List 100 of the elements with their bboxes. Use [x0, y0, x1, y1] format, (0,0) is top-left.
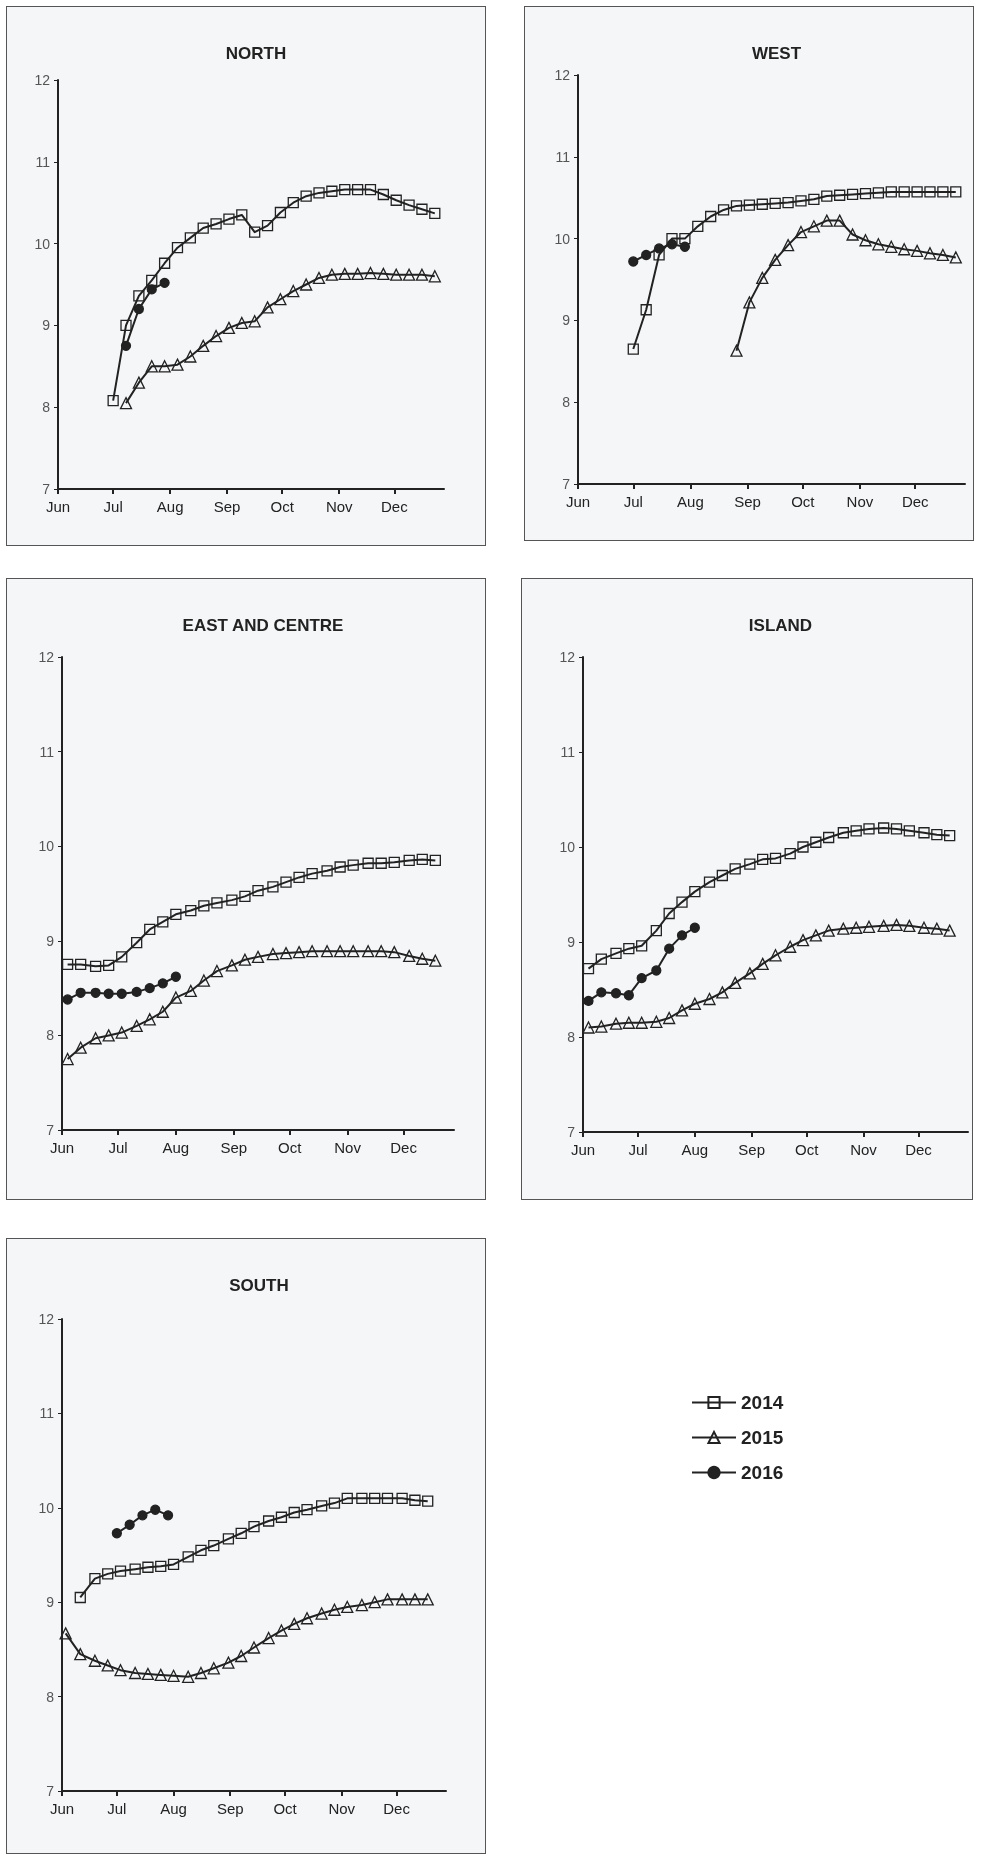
point: [157, 978, 168, 989]
point: [101, 1659, 114, 1672]
point: [167, 1669, 180, 1682]
point: [143, 1013, 156, 1026]
point: [623, 943, 635, 955]
x-tick-label: Jun: [565, 493, 591, 510]
point: [623, 990, 634, 1001]
point: [133, 303, 145, 315]
point: [782, 196, 794, 209]
point: [769, 852, 782, 865]
point: [795, 195, 807, 207]
point: [361, 945, 375, 958]
point: [207, 1662, 220, 1675]
point: [381, 1593, 394, 1606]
point: [326, 185, 338, 197]
point: [885, 186, 897, 198]
point: [74, 1591, 86, 1604]
point: [89, 1572, 101, 1585]
point: [144, 982, 155, 994]
point: [293, 871, 305, 884]
point: [415, 268, 429, 281]
point: [316, 1500, 328, 1512]
point: [872, 238, 885, 251]
point: [197, 974, 211, 987]
point: [688, 997, 701, 1010]
point: [334, 861, 346, 873]
point: [429, 854, 441, 867]
point: [157, 916, 169, 928]
point: [833, 214, 846, 227]
point: [610, 988, 622, 999]
point: [810, 836, 822, 848]
point: [150, 1504, 161, 1515]
y-tick-label: 8: [42, 399, 51, 416]
point: [628, 256, 639, 267]
point: [416, 853, 428, 866]
point: [210, 218, 222, 230]
point: [664, 943, 675, 954]
point: [837, 922, 850, 935]
point: [390, 268, 403, 281]
point: [102, 1029, 115, 1042]
point: [650, 924, 662, 937]
point: [156, 1005, 169, 1018]
x-tick-label: Aug: [681, 1141, 709, 1158]
point: [333, 945, 347, 958]
point: [395, 1593, 409, 1606]
point: [823, 831, 835, 844]
point: [834, 189, 846, 201]
point: [59, 1627, 72, 1640]
point: [114, 1565, 127, 1577]
point: [784, 848, 796, 860]
point: [636, 940, 648, 952]
point: [182, 1670, 195, 1683]
x-tick-label: Nov: [328, 1800, 356, 1817]
x-tick-label: Jun: [49, 1800, 75, 1817]
point: [622, 1016, 635, 1029]
point: [898, 243, 911, 256]
point: [689, 922, 700, 933]
point: [88, 1654, 102, 1667]
y-tick-label: 8: [562, 394, 571, 411]
x-tick-label: Oct: [278, 1139, 303, 1156]
point: [132, 376, 146, 389]
point: [74, 1647, 87, 1661]
x-tick-label: Nov: [334, 1139, 362, 1156]
point: [364, 183, 377, 196]
point: [692, 220, 704, 232]
point: [313, 187, 325, 199]
point: [903, 919, 916, 932]
point: [717, 204, 730, 216]
point: [116, 951, 128, 963]
point: [890, 918, 903, 932]
point: [362, 857, 374, 869]
point: [877, 919, 890, 932]
point: [133, 290, 145, 302]
point: [158, 257, 171, 269]
point: [377, 267, 390, 281]
point: [422, 1495, 434, 1507]
point: [911, 186, 923, 198]
point: [421, 1593, 434, 1606]
x-tick-label: Jul: [628, 1141, 648, 1158]
point: [784, 940, 797, 953]
x-tick-label: Jul: [108, 1139, 128, 1156]
x-tick-label: Oct: [791, 493, 816, 510]
point: [837, 827, 849, 839]
point: [146, 274, 158, 287]
point: [898, 186, 910, 198]
point: [729, 976, 742, 989]
y-tick-label: 11: [39, 743, 55, 760]
chart-title: NORTH: [225, 44, 287, 63]
point: [225, 959, 239, 972]
x-tick-label: Nov: [325, 498, 354, 515]
point: [74, 1041, 87, 1054]
point: [266, 947, 280, 961]
point: [239, 890, 251, 902]
point: [797, 841, 809, 853]
point: [197, 339, 210, 352]
point: [416, 952, 429, 965]
point: [130, 1019, 143, 1033]
point: [663, 907, 675, 920]
point: [111, 1528, 123, 1539]
y-tick-label: 8: [46, 1027, 55, 1044]
